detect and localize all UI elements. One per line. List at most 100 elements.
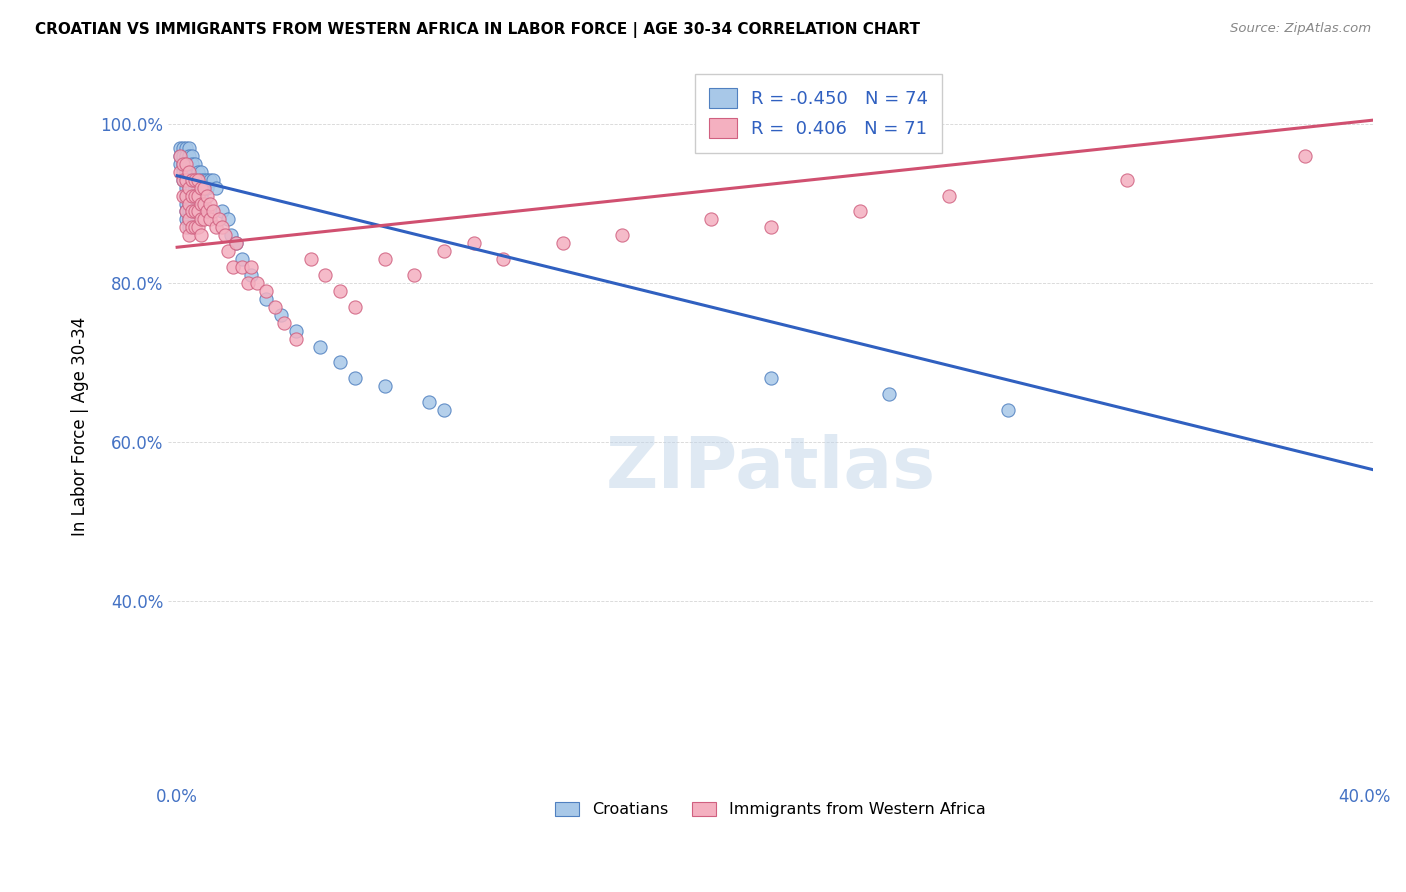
Point: [172, 165, 194, 179]
Point: [181, 172, 204, 186]
Point: [759, 220, 782, 235]
Point: [231, 260, 253, 274]
Point: [187, 172, 209, 186]
Point: [177, 165, 200, 179]
Point: [172, 157, 194, 171]
Point: [463, 236, 485, 251]
Point: [1115, 172, 1137, 186]
Point: [177, 204, 200, 219]
Point: [217, 212, 239, 227]
Point: [314, 268, 336, 282]
Point: [169, 165, 191, 179]
Point: [187, 165, 209, 179]
Point: [201, 172, 224, 186]
Point: [181, 220, 204, 235]
Point: [344, 300, 367, 314]
Point: [299, 252, 322, 267]
Point: [190, 188, 212, 202]
Point: [284, 332, 307, 346]
Point: [222, 260, 245, 274]
Point: [612, 228, 634, 243]
Point: [273, 316, 295, 330]
Point: [193, 212, 215, 227]
Point: [184, 157, 207, 171]
Point: [181, 204, 204, 219]
Point: [204, 220, 226, 235]
Text: CROATIAN VS IMMIGRANTS FROM WESTERN AFRICA IN LABOR FORCE | AGE 30-34 CORRELATIO: CROATIAN VS IMMIGRANTS FROM WESTERN AFRI…: [35, 22, 920, 38]
Point: [184, 188, 207, 202]
Point: [184, 180, 207, 194]
Point: [169, 149, 191, 163]
Point: [433, 403, 456, 417]
Point: [254, 284, 277, 298]
Point: [193, 172, 215, 186]
Point: [270, 308, 292, 322]
Point: [374, 379, 396, 393]
Point: [187, 180, 209, 194]
Point: [190, 180, 212, 194]
Point: [174, 204, 197, 219]
Point: [174, 165, 197, 179]
Point: [177, 149, 200, 163]
Point: [177, 180, 200, 194]
Point: [193, 180, 215, 194]
Point: [174, 157, 197, 171]
Point: [231, 252, 253, 267]
Point: [404, 268, 426, 282]
Point: [184, 220, 207, 235]
Point: [254, 292, 277, 306]
Point: [264, 300, 287, 314]
Point: [284, 324, 307, 338]
Point: [174, 196, 197, 211]
Point: [214, 228, 236, 243]
Point: [181, 149, 204, 163]
Point: [177, 196, 200, 211]
Point: [181, 196, 204, 211]
Point: [177, 212, 200, 227]
Point: [308, 339, 330, 353]
Point: [174, 180, 197, 194]
Point: [208, 212, 231, 227]
Point: [172, 141, 194, 155]
Point: [177, 228, 200, 243]
Point: [848, 204, 870, 219]
Point: [181, 204, 204, 219]
Point: [177, 212, 200, 227]
Point: [195, 180, 218, 194]
Point: [174, 172, 197, 186]
Point: [181, 180, 204, 194]
Point: [225, 236, 247, 251]
Point: [190, 212, 212, 227]
Point: [174, 141, 197, 155]
Point: [759, 371, 782, 385]
Point: [201, 204, 224, 219]
Point: [187, 188, 209, 202]
Point: [172, 188, 194, 202]
Point: [217, 244, 239, 259]
Point: [329, 284, 352, 298]
Point: [193, 180, 215, 194]
Point: [172, 172, 194, 186]
Point: [177, 165, 200, 179]
Point: [174, 188, 197, 202]
Point: [219, 228, 242, 243]
Point: [184, 172, 207, 186]
Point: [174, 204, 197, 219]
Point: [187, 172, 209, 186]
Point: [172, 149, 194, 163]
Point: [195, 172, 218, 186]
Point: [193, 196, 215, 211]
Point: [997, 403, 1019, 417]
Point: [551, 236, 574, 251]
Point: [177, 188, 200, 202]
Point: [177, 172, 200, 186]
Point: [174, 188, 197, 202]
Point: [238, 276, 260, 290]
Point: [174, 149, 197, 163]
Point: [240, 260, 263, 274]
Point: [172, 157, 194, 171]
Point: [344, 371, 367, 385]
Point: [169, 149, 191, 163]
Point: [225, 236, 247, 251]
Point: [181, 188, 204, 202]
